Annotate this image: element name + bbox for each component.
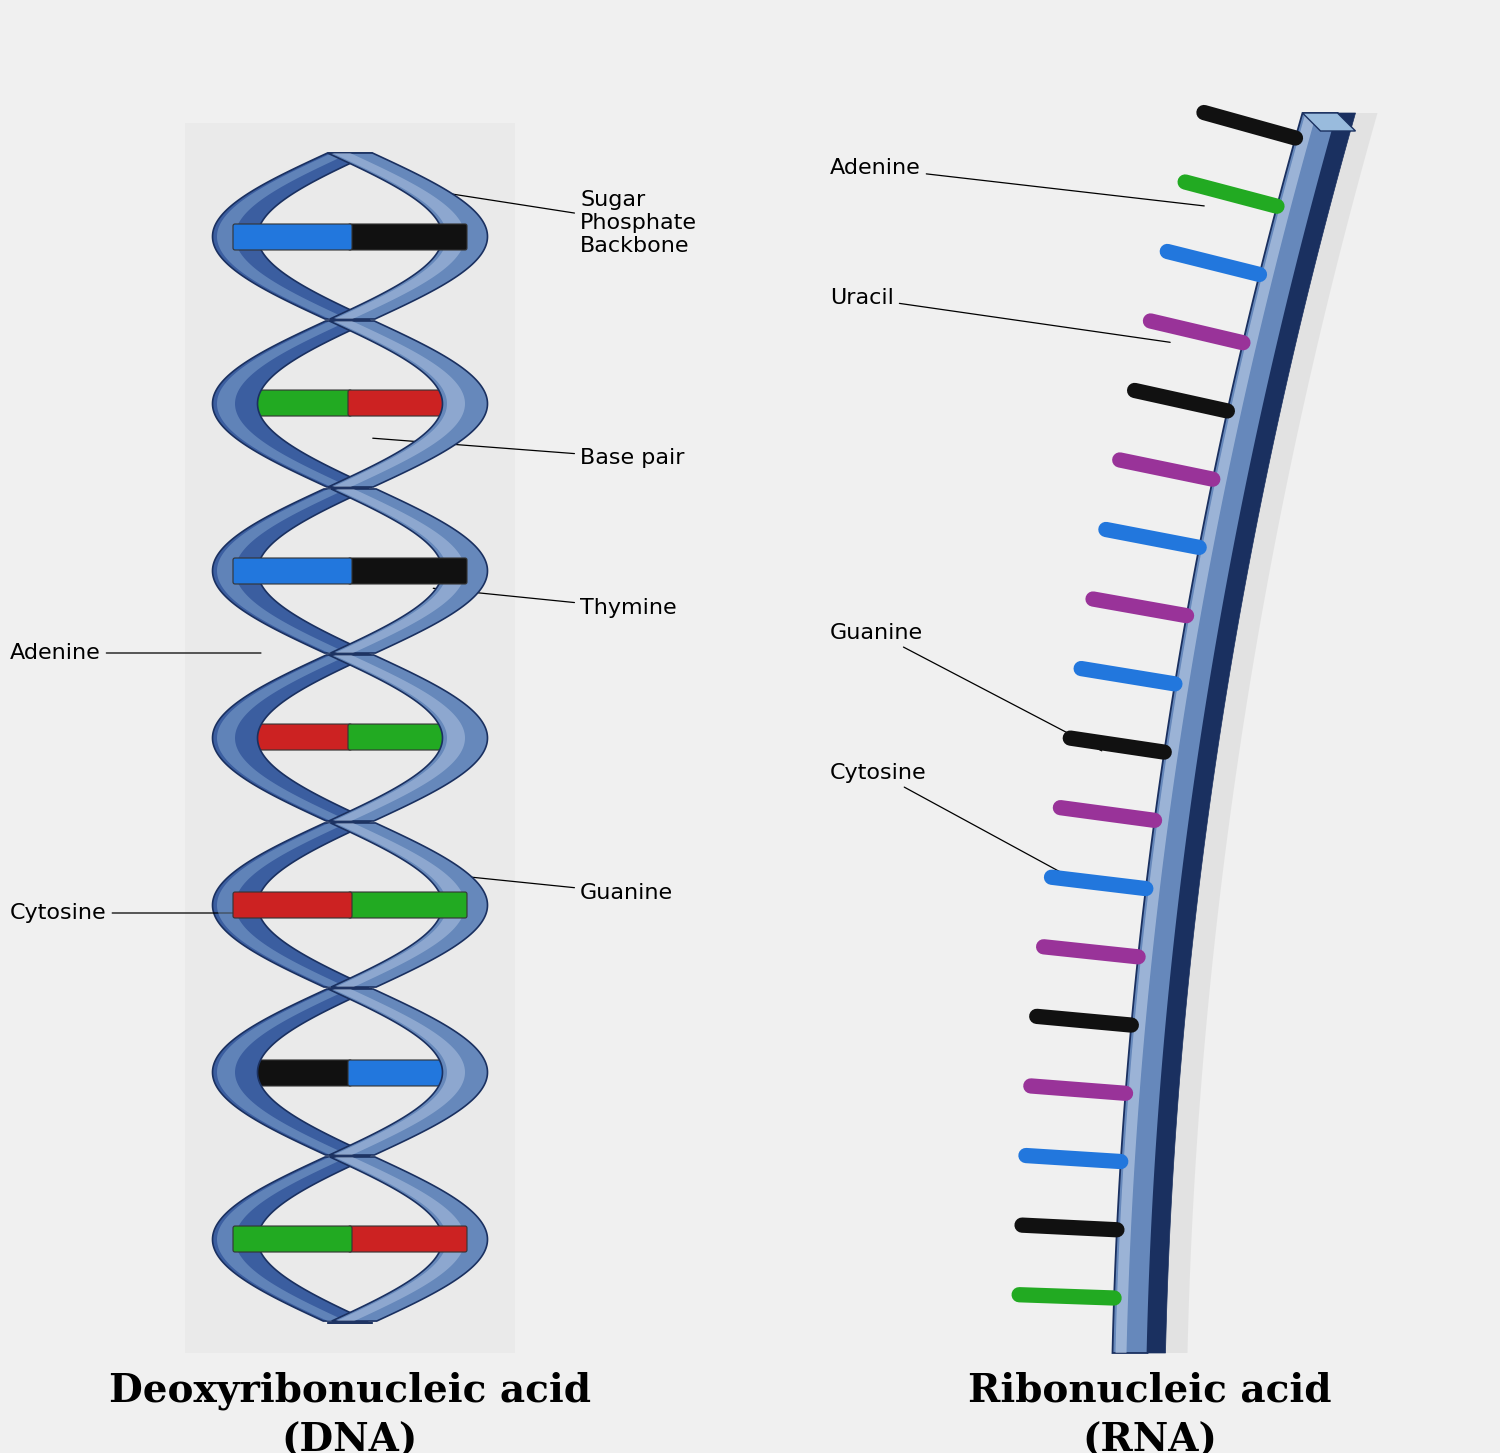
FancyBboxPatch shape <box>348 724 466 750</box>
Text: Guanine: Guanine <box>830 623 1102 751</box>
Polygon shape <box>213 153 372 320</box>
Polygon shape <box>213 655 372 821</box>
FancyBboxPatch shape <box>348 389 466 416</box>
Text: Cytosine: Cytosine <box>10 902 261 923</box>
FancyBboxPatch shape <box>232 892 352 918</box>
Polygon shape <box>332 153 465 320</box>
Polygon shape <box>213 1157 370 1321</box>
Text: Adenine: Adenine <box>10 644 261 663</box>
Text: Cytosine: Cytosine <box>830 763 1089 888</box>
Polygon shape <box>1116 113 1317 1353</box>
FancyBboxPatch shape <box>232 1061 352 1085</box>
Polygon shape <box>217 655 350 821</box>
FancyBboxPatch shape <box>348 1061 466 1085</box>
Polygon shape <box>217 321 350 487</box>
Text: Thymine: Thymine <box>433 588 676 618</box>
Text: (DNA): (DNA) <box>282 1422 418 1453</box>
Text: Deoxyribonucleic acid: Deoxyribonucleic acid <box>110 1372 591 1411</box>
Polygon shape <box>330 822 488 987</box>
Polygon shape <box>330 490 488 652</box>
Polygon shape <box>213 822 369 987</box>
Polygon shape <box>1152 113 1377 1353</box>
Polygon shape <box>217 490 346 652</box>
FancyBboxPatch shape <box>348 1226 466 1252</box>
Polygon shape <box>184 124 514 1353</box>
FancyBboxPatch shape <box>348 558 466 584</box>
Polygon shape <box>333 321 465 487</box>
Polygon shape <box>330 1157 488 1321</box>
Polygon shape <box>1113 113 1338 1353</box>
Polygon shape <box>213 989 372 1155</box>
Polygon shape <box>217 153 350 320</box>
Polygon shape <box>213 321 372 487</box>
Polygon shape <box>328 655 488 821</box>
Text: Base pair: Base pair <box>374 439 684 468</box>
Polygon shape <box>334 822 465 987</box>
FancyBboxPatch shape <box>232 389 352 416</box>
Polygon shape <box>334 1157 465 1321</box>
FancyBboxPatch shape <box>232 724 352 750</box>
Polygon shape <box>334 490 465 652</box>
FancyBboxPatch shape <box>232 1226 352 1252</box>
Text: Ribonucleic acid: Ribonucleic acid <box>969 1372 1332 1409</box>
Polygon shape <box>213 490 369 652</box>
Polygon shape <box>1148 113 1356 1353</box>
Polygon shape <box>1302 113 1356 131</box>
Polygon shape <box>217 822 346 987</box>
Polygon shape <box>327 153 488 320</box>
Polygon shape <box>217 989 350 1155</box>
Polygon shape <box>328 321 488 487</box>
FancyBboxPatch shape <box>232 224 352 250</box>
FancyBboxPatch shape <box>348 892 466 918</box>
FancyBboxPatch shape <box>348 224 466 250</box>
Polygon shape <box>333 655 465 821</box>
FancyBboxPatch shape <box>232 558 352 584</box>
Text: Guanine: Guanine <box>433 873 674 902</box>
Polygon shape <box>217 1157 348 1321</box>
Text: Sugar
Phosphate
Backbone: Sugar Phosphate Backbone <box>416 189 698 256</box>
Polygon shape <box>333 989 465 1155</box>
Text: Uracil: Uracil <box>830 288 1170 343</box>
Text: (RNA): (RNA) <box>1083 1422 1218 1453</box>
Polygon shape <box>328 989 488 1155</box>
Text: Adenine: Adenine <box>830 158 1204 206</box>
